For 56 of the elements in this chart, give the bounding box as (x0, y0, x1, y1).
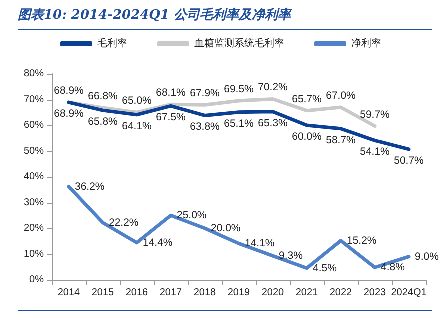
data-label: 4.5% (313, 262, 337, 274)
data-label: 69.5% (224, 84, 254, 96)
data-label: 68.1% (156, 87, 186, 100)
data-label: 65.3% (258, 117, 288, 130)
data-label: 58.7% (326, 134, 356, 146)
data-label: 67.9% (190, 88, 220, 100)
data-label: 65.8% (88, 116, 118, 128)
data-label: 70.2% (258, 82, 288, 94)
data-label: 22.2% (109, 216, 139, 229)
x-tick-label: 2021 (296, 288, 319, 298)
data-label: 15.2% (347, 234, 377, 247)
data-label: 68.9% (54, 85, 84, 98)
data-label: 59.7% (360, 108, 390, 121)
data-label: 64.1% (122, 120, 152, 132)
data-label: 65.7% (292, 93, 322, 106)
data-label: 9.0% (415, 250, 439, 263)
y-tick-label: 80% (24, 68, 44, 80)
y-tick-label: 70% (24, 94, 44, 106)
y-tick-label: 10% (24, 248, 44, 260)
x-tick-label: 2017 (160, 288, 183, 298)
legend-label: 净利率 (352, 38, 382, 50)
x-tick-label: 2015 (92, 288, 115, 298)
data-label: 4.8% (381, 262, 405, 274)
data-label: 54.1% (360, 146, 390, 158)
data-label: 67.5% (156, 112, 186, 124)
data-label: 67.0% (326, 90, 356, 102)
y-tick-label: 20% (24, 223, 44, 234)
x-tick-label: 2024Q1 (391, 288, 428, 298)
x-tick-label: 2018 (194, 288, 217, 298)
data-label: 66.8% (88, 90, 118, 102)
y-tick-label: 50% (24, 146, 44, 157)
legend-label: 毛利率 (98, 38, 128, 50)
data-label: 65.0% (122, 95, 152, 108)
data-label: 25.0% (177, 210, 207, 222)
data-label: 68.9% (54, 108, 84, 120)
data-label: 36.2% (75, 180, 105, 193)
x-tick-label: 2014 (58, 288, 81, 298)
x-tick-label: 2023 (364, 288, 387, 298)
y-tick-label: 30% (24, 197, 44, 208)
data-label: 63.8% (190, 121, 220, 134)
data-label: 9.3% (279, 250, 303, 262)
y-tick-label: 60% (24, 120, 44, 131)
y-tick-label: 40% (24, 172, 44, 182)
data-label: 50.7% (394, 154, 424, 167)
x-tick-label: 2019 (228, 288, 251, 298)
y-tick-label: 0% (30, 274, 44, 286)
x-tick-label: 2022 (330, 288, 353, 298)
data-label: 65.1% (224, 118, 254, 130)
legend-label: 血糖监测系统毛利率 (194, 38, 284, 50)
x-tick-label: 2016 (126, 288, 149, 298)
data-label: 60.0% (292, 131, 322, 143)
x-tick-label: 2020 (262, 288, 285, 298)
chart-title: 图表10: 2014-2024Q1 公司毛利率及净利率 (18, 6, 432, 30)
data-label: 14.1% (245, 238, 275, 250)
data-label: 20.0% (211, 222, 241, 234)
data-label: 14.4% (143, 236, 173, 249)
